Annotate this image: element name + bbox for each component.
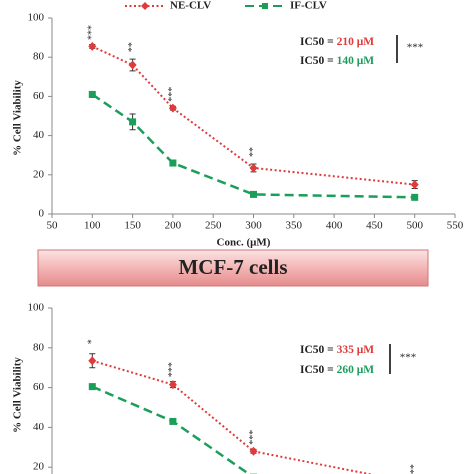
- x-tick-label: 150: [124, 220, 141, 232]
- ic50-label: IC50 =: [300, 344, 337, 356]
- point: [168, 380, 177, 390]
- x-tick-label: 550: [447, 220, 464, 232]
- ic50-label: IC50 =: [300, 36, 337, 48]
- significance: **: [248, 147, 259, 157]
- significance: **: [127, 42, 138, 52]
- significance: **: [409, 464, 420, 474]
- point: [168, 103, 177, 113]
- ic50-text: IC50 = 210 μM: [300, 36, 374, 48]
- significance: ***: [167, 362, 178, 377]
- point: [129, 118, 137, 126]
- y-tick-label: 40: [33, 421, 45, 433]
- legend-label: NE-CLV: [170, 0, 211, 12]
- legend-marker: [141, 2, 149, 10]
- point: [88, 383, 96, 391]
- ic50-text: IC50 = 260 μM: [300, 364, 374, 376]
- y-tick-label: 80: [33, 51, 45, 63]
- point: [410, 180, 419, 190]
- ic50-significance: ***: [400, 352, 417, 364]
- series-line: [91, 385, 252, 474]
- ic50-value: 335 μM: [337, 344, 375, 356]
- banner-box: [37, 249, 429, 287]
- banner-text: MCF-7 cells: [178, 255, 287, 279]
- y-axis-label: % Cell Viability: [12, 357, 24, 433]
- y-tick-label: 0: [39, 208, 45, 220]
- chart-panel: 0 20 40 60 80 100 50 100 150 200 250 300 350 400 450 50…: [12, 0, 464, 249]
- point: [169, 159, 177, 167]
- significance: ***: [167, 87, 178, 102]
- ic50-text: IC50 = 335 μM: [300, 344, 374, 356]
- y-tick-label: 20: [33, 168, 45, 180]
- ic50-label: IC50 =: [300, 364, 337, 376]
- x-tick-label: 350: [286, 220, 303, 232]
- y-tick-label: 60: [33, 381, 45, 393]
- x-tick-label: 400: [326, 220, 343, 232]
- y-axis-label: % Cell Viability: [12, 80, 24, 156]
- y-tick-label: 100: [28, 302, 45, 314]
- legend-label: IF-CLV: [290, 0, 327, 12]
- x-tick-label: 200: [165, 220, 182, 232]
- point: [411, 193, 419, 201]
- x-tick-label: 100: [84, 220, 101, 232]
- series-line: [92, 359, 374, 474]
- point: [249, 163, 258, 173]
- y-tick-label: 40: [33, 129, 45, 141]
- x-tick-label: 500: [406, 220, 423, 232]
- point: [88, 356, 97, 366]
- ic50-value: 140 μM: [337, 55, 375, 67]
- ic50-label: IC50 =: [300, 55, 337, 67]
- x-tick-label: 250: [205, 220, 222, 232]
- ic50-value: 260 μM: [337, 364, 375, 376]
- point: [250, 190, 257, 198]
- point: [128, 60, 137, 70]
- point: [169, 417, 177, 425]
- point: [249, 446, 258, 456]
- ic50-text: IC50 = 140 μM: [300, 55, 374, 67]
- x-tick-label: 50: [47, 220, 59, 232]
- significance: ***: [248, 430, 259, 445]
- x-tick-label: 450: [366, 220, 383, 232]
- y-tick-label: 20: [33, 461, 45, 473]
- point: [88, 41, 97, 51]
- ic50-value: 210 μM: [337, 36, 375, 48]
- x-tick-label: 300: [245, 220, 262, 232]
- series-line: [91, 93, 415, 199]
- significance: *: [87, 339, 98, 344]
- significance: ***: [87, 25, 98, 40]
- legend-marker: [262, 3, 268, 9]
- y-tick-label: 80: [33, 341, 45, 353]
- x-axis-label: Conc. (μM): [217, 237, 271, 249]
- y-tick-label: 60: [33, 90, 45, 102]
- series-line: [91, 45, 415, 186]
- ic50-significance: ***: [407, 42, 424, 54]
- y-tick-label: 100: [28, 12, 45, 24]
- point: [88, 90, 96, 98]
